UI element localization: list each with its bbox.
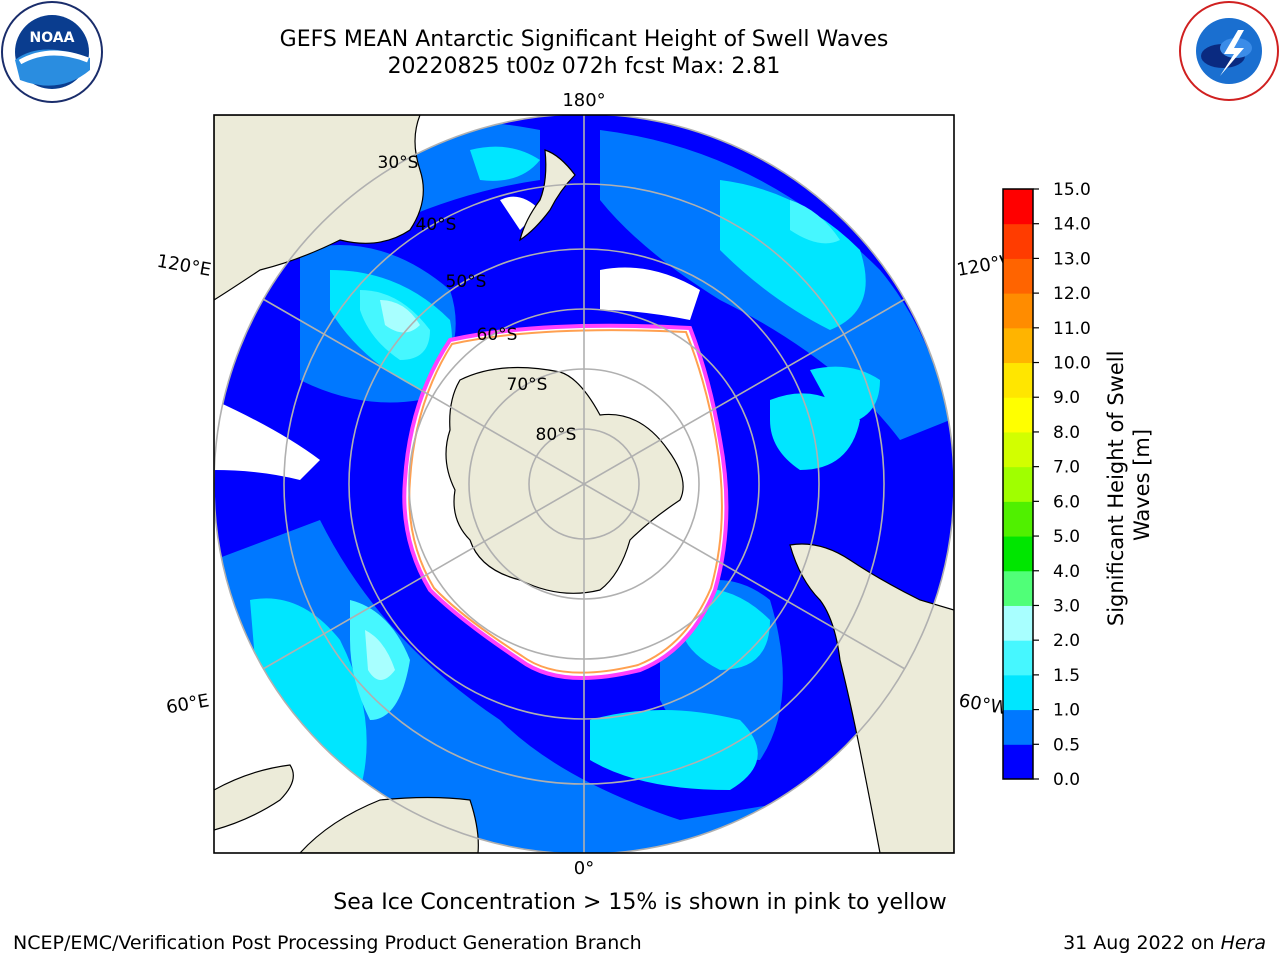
- colorbar-segment: [1003, 674, 1033, 711]
- colorbar-segment: [1003, 501, 1033, 537]
- lon-label-120e: 120°E: [155, 251, 213, 281]
- colorbar-frame: [1002, 188, 1034, 780]
- colorbar-tick-label: 1.0: [1053, 701, 1080, 721]
- credit-line: NCEP/EMC/Verification Post Processing Pr…: [13, 932, 642, 954]
- lon-label-60w: 60°W: [957, 690, 1010, 719]
- colorbar-segment: [1003, 258, 1033, 294]
- colorbar-tick-label: 9.0: [1053, 388, 1080, 408]
- colorbar-tick-label: 0.0: [1053, 770, 1080, 790]
- meridian-60e-120w: [262, 298, 906, 670]
- colorbar-tick-label: 13.0: [1053, 249, 1091, 269]
- colorbar-tick-label: 3.0: [1053, 596, 1080, 616]
- run-machine: Hera: [1220, 932, 1266, 954]
- colorbar-segment: [1003, 293, 1033, 329]
- colorbar-segment: [1003, 570, 1033, 606]
- colorbar-tick-label: 8.0: [1053, 423, 1080, 443]
- lat-label-50s: 50°S: [446, 272, 487, 292]
- colorbar-tick-label: 10.0: [1053, 354, 1091, 374]
- colorbar-segment: [1003, 640, 1033, 676]
- lat-label-30s: 30°S: [378, 153, 419, 173]
- lat-label-60s: 60°S: [477, 325, 518, 345]
- colorbar-segment: [1003, 362, 1033, 398]
- colorbar-tick-label: 4.0: [1053, 562, 1080, 582]
- colorbar-segment: [1003, 605, 1033, 641]
- lat-label-40s: 40°S: [416, 215, 457, 235]
- colorbar-label-line-1: Significant Height of Swell: [1104, 351, 1128, 627]
- colorbar-tick-label: 7.0: [1053, 458, 1080, 478]
- map-frame: [213, 114, 955, 854]
- lat-label-80s: 80°S: [536, 425, 577, 445]
- nws-logo: [1179, 1, 1279, 101]
- run-stamp: 31 Aug 2022 on Hera: [1063, 932, 1266, 954]
- colorbar-segment: [1003, 466, 1033, 502]
- chart-title: GEFS MEAN Antarctic Significant Height o…: [279, 27, 889, 52]
- colorbar-segment: [1003, 431, 1033, 468]
- lon-label-0: 0°: [574, 858, 594, 879]
- chart-subtitle: 20220825 t00z 072h fcst Max: 2.81: [387, 54, 781, 79]
- colorbar-segment: [1003, 223, 1033, 259]
- colorbar-tick-label: 6.0: [1053, 492, 1080, 512]
- sea-ice-note: Sea Ice Concentration > 15% is shown in …: [333, 890, 947, 915]
- colorbar-tick-label: 15.0: [1053, 180, 1091, 200]
- graticule: [214, 115, 954, 853]
- colorbar-tick-label: 1.5: [1053, 666, 1080, 686]
- run-date: 31 Aug 2022 on: [1063, 932, 1215, 954]
- colorbar-segment: [1003, 397, 1033, 433]
- colorbar-tick-label: 2.0: [1053, 631, 1080, 651]
- colorbar-label: Significant Height of Swell Waves [m]: [1104, 344, 1154, 626]
- colorbar-segment: [1003, 327, 1033, 364]
- colorbar-segment: [1003, 536, 1033, 572]
- sea-ice-edge: [402, 323, 729, 680]
- land: [214, 115, 954, 853]
- lon-label-60e: 60°E: [165, 690, 211, 718]
- noaa-logo: NOAA: [1, 1, 103, 103]
- lat-label-70s: 70°S: [507, 375, 548, 395]
- lon-label-180: 180°: [562, 90, 605, 111]
- colorbar-tick-label: 11.0: [1053, 319, 1091, 339]
- colorbar-tick-label: 14.0: [1053, 215, 1091, 235]
- colorbar-label-line-2: Waves [m]: [1130, 429, 1154, 541]
- noaa-logo-text: NOAA: [30, 30, 75, 46]
- colorbar-segment: [1003, 189, 1033, 225]
- colorbar-segment: [1003, 744, 1033, 780]
- colorbar-tick-label: 0.5: [1053, 735, 1080, 755]
- colorbar-tick-label: 12.0: [1053, 284, 1091, 304]
- colorbar-tick-label: 5.0: [1053, 527, 1080, 547]
- colorbar-segment: [1003, 709, 1033, 745]
- colorbar: 0.0 0.5 1.0 1.5 2.0 3.0 4.0 5.0 6.0 7.0 8.0 9.0 10.0…: [1002, 180, 1091, 790]
- swell-band-20-30: [365, 300, 420, 680]
